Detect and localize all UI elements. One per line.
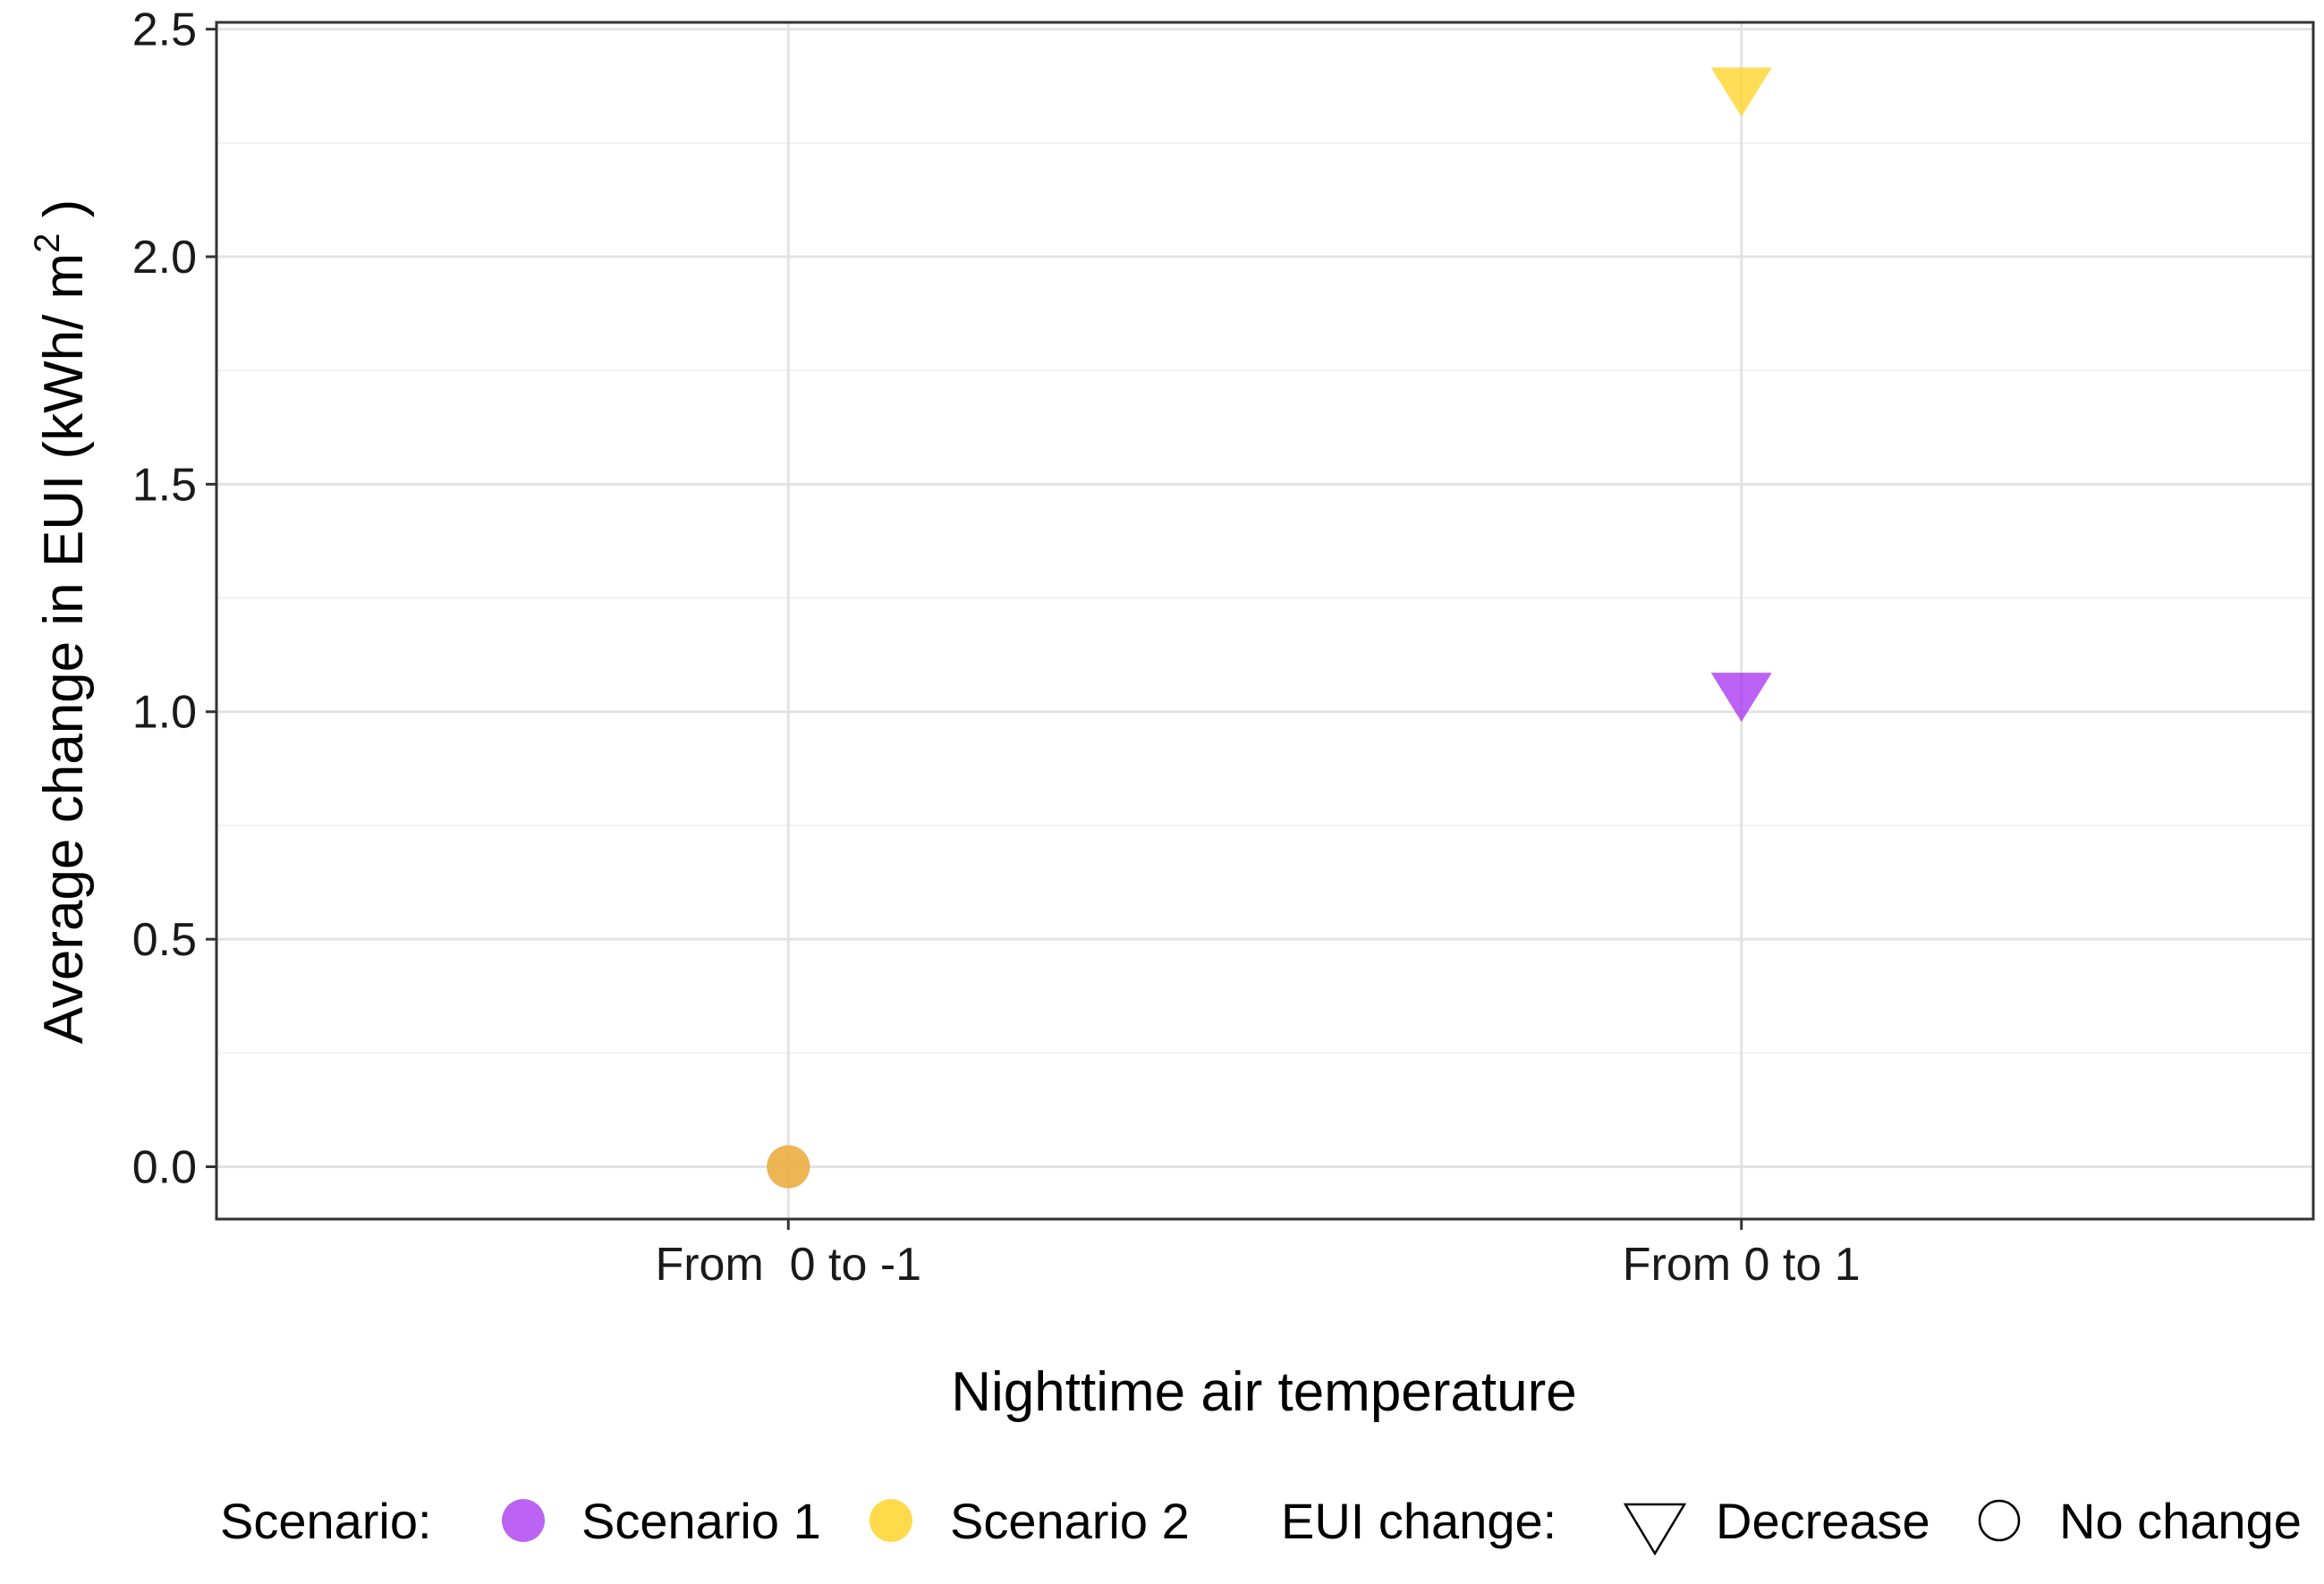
legend-scenario-1-label: Scenario 1 [581, 1493, 821, 1549]
legend-scenario-2-label: Scenario 2 [950, 1493, 1190, 1549]
y-tick-label: 2.5 [132, 4, 197, 56]
legend-scenario-2-swatch [869, 1499, 912, 1542]
axis-ticks: 0.0 0.5 1.0 1.5 2.0 2.5 From 0 to -1 From 0 to … [132, 4, 1861, 1291]
y-tick-label: 1.0 [132, 687, 197, 739]
legend-shape-title: EUI change: [1281, 1493, 1556, 1549]
legend-no-change-label: No change [2059, 1493, 2302, 1549]
legend-no-change-circle-icon [1978, 1499, 2021, 1542]
legend-decrease-label: Decrease [1716, 1493, 1930, 1549]
y-tick-label: 1.5 [132, 459, 197, 511]
legend: Scenario: Scenario 1 Scenario 2 EUI chan… [220, 1493, 2302, 1556]
x-axis-title: Nighttime air temperature [951, 1361, 1577, 1423]
y-axis-title-close: ) [33, 199, 95, 233]
x-tick-label: From 0 to 1 [1623, 1239, 1861, 1291]
y-tick-label: 2.0 [132, 232, 197, 284]
y-axis-title-superscript: 2 [28, 233, 67, 253]
legend-scenario-1-swatch [502, 1499, 545, 1542]
y-axis-title-main: Average change in EUI (kWh/ m [33, 253, 95, 1044]
x-tick-label: From 0 to -1 [655, 1239, 921, 1291]
legend-scenario-title: Scenario: [220, 1493, 432, 1549]
y-axis-title: Average change in EUI (kWh/ m2 ) [28, 199, 95, 1045]
scenario-1-point [1710, 673, 1772, 723]
plot-panel-border [215, 21, 2315, 1221]
grid-lines [216, 22, 2313, 1219]
scenario-2-point [767, 1145, 810, 1189]
y-tick-label: 0.5 [132, 914, 197, 966]
scenario-2-point [1710, 67, 1772, 117]
y-tick-label: 0.0 [132, 1141, 197, 1193]
data-points [767, 67, 1772, 1189]
legend-decrease-triangle-icon [1623, 1503, 1687, 1556]
